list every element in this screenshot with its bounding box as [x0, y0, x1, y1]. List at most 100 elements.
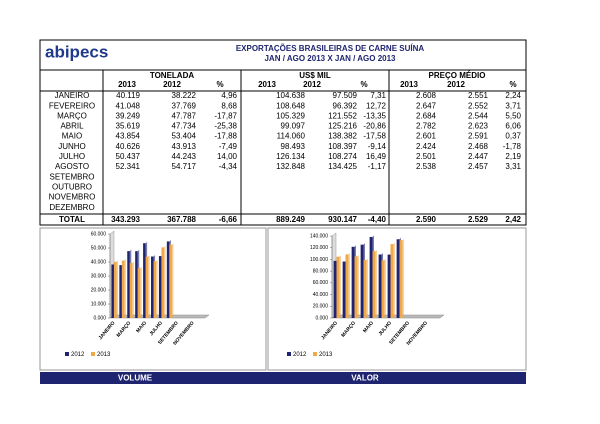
cell: 2.601 [416, 132, 437, 141]
cell: 4,96 [221, 91, 237, 100]
table-frame [39, 39, 527, 226]
cell: 44.243 [172, 152, 197, 161]
legend-label: 2013 [97, 352, 111, 358]
cell: 134.425 [328, 162, 357, 171]
column-header: % [360, 80, 367, 89]
row-label: AGOSTO [55, 162, 89, 171]
legend-label: 2013 [319, 352, 333, 358]
cell: 53.404 [172, 132, 197, 141]
bar [378, 254, 382, 318]
cell: 97.509 [333, 91, 358, 100]
bar [390, 244, 394, 318]
bar [387, 254, 391, 318]
bar-side [375, 249, 377, 318]
cell: -9,14 [368, 142, 387, 151]
bar [169, 244, 172, 318]
cell: 2.544 [468, 111, 489, 120]
bar [127, 251, 130, 318]
x-tick-label: MARÇO [116, 320, 133, 338]
cell: 2,24 [505, 91, 521, 100]
cell: 2.501 [416, 152, 437, 161]
group-header: US$ MIL [299, 71, 331, 80]
bar [145, 256, 149, 318]
column-header: 2013 [400, 80, 418, 89]
y-tick-label: 0.000 [315, 315, 328, 321]
legend-swatch [287, 352, 291, 356]
row-label: FEVEREIRO [49, 101, 95, 110]
bar [381, 260, 385, 318]
bar [369, 236, 373, 318]
cell: 6,06 [505, 122, 521, 131]
y-tick-label: 60.000 [313, 280, 329, 286]
x-tick-label: MARÇO [340, 320, 357, 338]
legend-swatch [313, 352, 317, 356]
cell: 54.717 [172, 162, 197, 171]
cell: 3,71 [505, 101, 521, 110]
legend-label: 2012 [71, 352, 85, 358]
cell: 47.787 [172, 111, 197, 120]
bar-side [171, 243, 174, 318]
title: EXPORTAÇÕES BRASILEIRAS DE CARNE SUÍNA [236, 44, 425, 53]
footer-band [40, 372, 526, 384]
cell: 43.913 [172, 142, 197, 151]
column-header: 2013 [258, 80, 276, 89]
total-cell: -6,66 [219, 215, 238, 224]
bar [363, 259, 367, 318]
cell: 2.647 [416, 101, 437, 110]
row-label: NOVEMBRO [49, 193, 96, 202]
cell: 5,50 [505, 111, 521, 120]
cell: 2.447 [468, 152, 489, 161]
row-label: DEZEMBRO [49, 203, 94, 212]
cell: 2.551 [468, 91, 489, 100]
bar-side [163, 245, 166, 318]
bar [372, 251, 376, 318]
cell: 2.424 [416, 142, 437, 151]
cell: -20,86 [363, 122, 386, 131]
row-label: JANEIRO [55, 91, 90, 100]
column-header: % [216, 80, 223, 89]
total-label: TOTAL [59, 215, 85, 224]
y-tick-label: 140.000 [310, 233, 328, 239]
cell: 138.382 [328, 132, 357, 141]
x-tick-label: JULHO [149, 320, 165, 337]
bar [129, 263, 133, 318]
x-tick-label: JANEIRO [320, 320, 339, 341]
cell: 38.222 [172, 91, 197, 100]
cell: -25,38 [214, 122, 237, 131]
cell: -17,88 [214, 132, 237, 141]
y-tick-label: 80.000 [313, 268, 329, 274]
y-tick-label: 20.000 [91, 287, 107, 293]
cell: 108.648 [276, 101, 305, 110]
bar-side [140, 266, 142, 318]
cell: 2.552 [468, 101, 489, 110]
cell: 50.437 [116, 152, 141, 161]
cell: 2.684 [416, 111, 437, 120]
column-header: 2012 [447, 80, 465, 89]
cell: -17,58 [363, 132, 386, 141]
cell: 104.638 [276, 91, 305, 100]
cell: 14,00 [217, 152, 238, 161]
cell: 2.457 [468, 162, 489, 171]
cell: 8,68 [221, 101, 237, 110]
bar [153, 261, 157, 318]
cell: 2.591 [468, 132, 489, 141]
bar-side [156, 259, 158, 318]
total-cell: -4,40 [368, 215, 387, 224]
row-label: MAIO [62, 132, 82, 141]
total-cell: 367.788 [167, 215, 196, 224]
legend-label: 2012 [293, 352, 307, 358]
row-label: SETEMBRO [50, 172, 95, 181]
bar-side [384, 258, 386, 318]
bar [336, 256, 340, 318]
cell: 12,72 [366, 101, 387, 110]
cell: 37.769 [172, 101, 197, 110]
bar-side [393, 242, 395, 318]
cell: 40.626 [116, 142, 141, 151]
bar-side [116, 260, 118, 318]
cell: 16,49 [366, 152, 387, 161]
total-cell: 343.293 [111, 215, 140, 224]
cell: 40.119 [116, 91, 140, 100]
x-tick-label: JANEIRO [98, 320, 117, 341]
y-tick-label: 0.000 [93, 315, 106, 321]
y-tick-label: 50.000 [91, 245, 107, 251]
